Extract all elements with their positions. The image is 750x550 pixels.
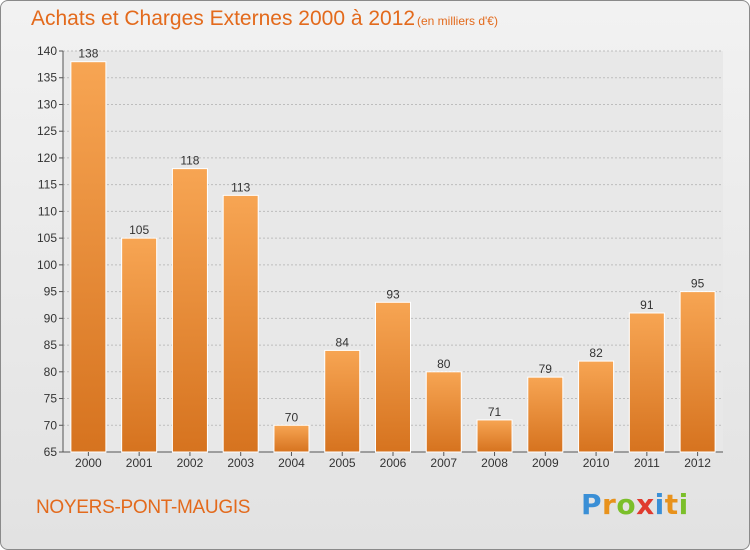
logo-letter: i: [678, 488, 689, 521]
x-tick-label: 2000: [75, 456, 102, 470]
x-tick-label: 2006: [380, 456, 407, 470]
x-tick-label: 2003: [227, 456, 254, 470]
logo-letter: i: [654, 488, 665, 521]
y-tick-label: 100: [37, 258, 57, 272]
bar-value-label: 113: [231, 180, 250, 194]
bar: [476, 419, 513, 453]
bar-value-label: 84: [336, 335, 350, 349]
bar-value-label: 71: [488, 405, 502, 419]
x-tick-label: 2008: [481, 456, 508, 470]
logo-letter: o: [616, 488, 637, 521]
y-tick-label: 105: [37, 231, 57, 245]
logo-letter: t: [664, 488, 679, 521]
x-tick-label: 2007: [430, 456, 457, 470]
bar: [425, 371, 462, 453]
bar-value-label: 80: [437, 357, 451, 371]
bar-value-label: 82: [589, 346, 603, 360]
y-tick-label: 125: [37, 124, 57, 138]
y-tick-label: 135: [37, 71, 57, 85]
bar-value-label: 95: [691, 277, 705, 291]
x-tick-label: 2001: [126, 456, 153, 470]
bar-value-label: 138: [78, 47, 98, 61]
bar: [527, 376, 564, 453]
x-tick-label: 2005: [329, 456, 356, 470]
x-tick-label: 2010: [583, 456, 610, 470]
bar: [628, 312, 665, 453]
y-tick-label: 110: [38, 204, 57, 218]
logo-letter: x: [636, 488, 655, 521]
bar-value-label: 70: [285, 410, 299, 424]
bar-value-label: 91: [640, 298, 654, 312]
chart-title: Achats et Charges Externes 2000 à 2012: [31, 7, 416, 30]
bar: [222, 194, 259, 453]
bar: [324, 349, 361, 453]
logo-letter: r: [602, 488, 617, 521]
y-tick-label: 65: [44, 445, 58, 459]
y-tick-label: 115: [38, 178, 57, 192]
x-tick-label: 2009: [532, 456, 559, 470]
bar: [679, 291, 716, 453]
y-tick-label: 130: [37, 97, 57, 111]
logo-letter: P: [581, 488, 603, 521]
x-tick-label: 2004: [278, 456, 305, 470]
x-tick-label: 2012: [684, 456, 711, 470]
bar: [121, 237, 158, 453]
y-tick-label: 140: [37, 44, 57, 58]
bar: [375, 301, 411, 453]
y-tick-label: 80: [44, 365, 58, 379]
bar: [171, 168, 208, 453]
y-tick-label: 70: [44, 418, 58, 432]
y-tick-label: 90: [44, 311, 58, 325]
bar-value-label: 118: [180, 154, 199, 168]
y-tick-label: 75: [44, 392, 58, 406]
bar: [273, 424, 310, 453]
bar-value-label: 79: [539, 362, 553, 376]
y-tick-label: 85: [44, 338, 58, 352]
x-tick-label: 2011: [634, 456, 660, 470]
y-tick-label: 95: [44, 285, 58, 299]
y-tick-label: 120: [37, 151, 57, 165]
bar-value-label: 93: [386, 287, 400, 301]
chart-subtitle: (en milliers d'€): [417, 14, 498, 28]
bar: [578, 360, 615, 453]
bar: [70, 61, 107, 453]
x-tick-label: 2002: [177, 456, 204, 470]
proxiti-logo[interactable]: Proxiti: [581, 488, 689, 521]
bar-value-label: 105: [129, 223, 149, 237]
place-name: NOYERS-PONT-MAUGIS: [36, 497, 251, 518]
